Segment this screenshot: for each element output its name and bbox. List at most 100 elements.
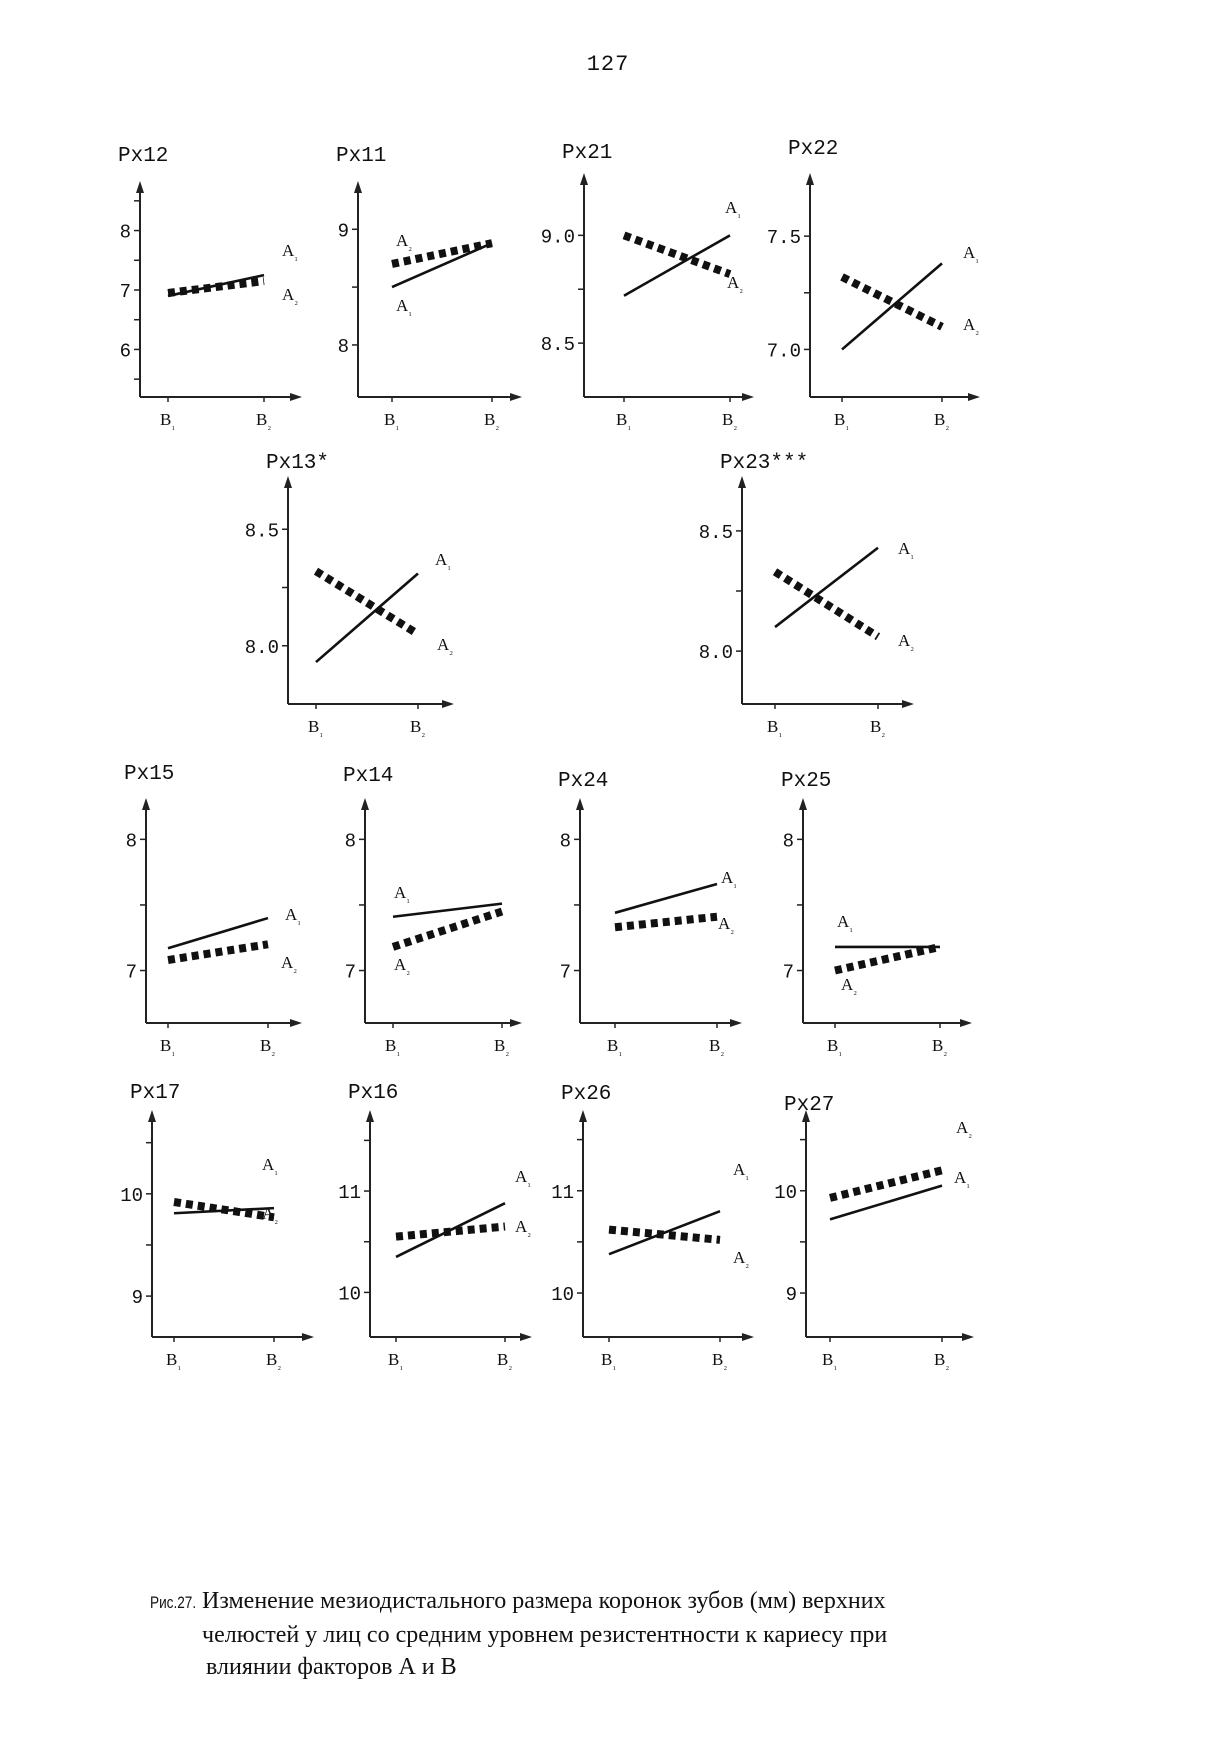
x-tick-label-2: B₂ <box>260 1036 275 1057</box>
y-tick-label: 8.5 <box>541 334 575 356</box>
chart-title: Рх17 <box>130 1082 180 1105</box>
x-tick-label-1: B₁ <box>388 1350 403 1371</box>
series-line-a1 <box>608 1209 721 1256</box>
series-line-a2 <box>167 277 265 297</box>
series-line-a2 <box>313 567 421 638</box>
series-line-a2 <box>391 907 504 951</box>
x-tick-label-2: B₂ <box>712 1350 727 1371</box>
series-label-a1: A₁ <box>733 1160 749 1181</box>
x-axis-arrow <box>302 1333 314 1341</box>
y-tick-label: 8 <box>120 222 131 244</box>
x-tick-label-1: B₁ <box>607 1036 622 1057</box>
chart-panel-рх14: Рх14 7 8 B₁ B₂ A₁ A₂ <box>343 765 522 1057</box>
series-line-a1 <box>167 916 269 950</box>
chart-title: Рх26 <box>561 1083 611 1106</box>
y-axis-arrow <box>806 173 814 185</box>
y-axis-arrow <box>361 798 369 810</box>
chart-title: Рх25 <box>781 770 831 793</box>
chart-title: Рх14 <box>343 765 393 788</box>
series-label-a1: A₁ <box>435 550 451 571</box>
chart-panel-рх21: Рх21 8.5 9.0 B₁ B₂ A₁ A₂ <box>541 142 754 431</box>
x-tick-label-2: B₂ <box>934 410 949 431</box>
chart-title: Рх27 <box>784 1094 834 1117</box>
x-axis-arrow <box>510 1019 522 1027</box>
series-line-a2 <box>614 912 718 932</box>
y-axis-arrow <box>148 1110 156 1122</box>
y-tick-label: 8 <box>126 830 137 852</box>
y-tick-label: 10 <box>338 1283 361 1305</box>
series-line-a1 <box>829 1184 943 1221</box>
y-tick-label: 7 <box>126 962 137 984</box>
y-axis-arrow <box>580 173 588 185</box>
series-label-a1: A₁ <box>515 1167 531 1188</box>
series-line-a2 <box>608 1225 721 1244</box>
figure-label: Рис.27. <box>150 1593 197 1612</box>
x-tick-label-2: B₂ <box>722 410 737 431</box>
chart-panel-рх15: Рх15 7 8 B₁ B₂ A₁ A₂ <box>124 763 302 1057</box>
y-tick-label: 8 <box>783 830 794 852</box>
y-tick-label: 8.0 <box>699 642 733 664</box>
y-tick-label: 10 <box>120 1185 143 1207</box>
x-tick-label-2: B₂ <box>870 717 885 738</box>
chart-title: Рх15 <box>124 763 174 786</box>
series-label-a1: A₁ <box>725 198 741 219</box>
series-label-a2: A₂ <box>515 1217 531 1238</box>
x-tick-label-2: B₂ <box>934 1350 949 1371</box>
y-tick-label: 6 <box>120 340 131 362</box>
y-axis-arrow <box>136 181 144 193</box>
series-label-a2: A₂ <box>727 273 743 294</box>
y-tick-label: 11 <box>551 1182 574 1204</box>
y-tick-label: 10 <box>551 1284 574 1306</box>
series-line-a2 <box>395 1222 506 1241</box>
chart-title: Рх16 <box>348 1082 398 1105</box>
x-axis-arrow <box>968 393 980 401</box>
y-axis-arrow <box>366 1110 374 1122</box>
y-tick-label: 7.5 <box>767 227 801 249</box>
x-axis-arrow <box>290 393 302 401</box>
series-line-a1 <box>623 234 731 297</box>
series-line-a1 <box>392 902 503 919</box>
series-label-a2: A₂ <box>394 955 410 976</box>
chart-title: Рх11 <box>336 145 386 168</box>
chart-title: Рх12 <box>118 145 168 168</box>
x-axis-arrow <box>742 393 754 401</box>
x-tick-label-2: B₂ <box>709 1036 724 1057</box>
y-axis-arrow <box>284 476 292 488</box>
x-tick-label-2: B₂ <box>410 717 425 738</box>
x-tick-label-2: B₂ <box>256 410 271 431</box>
x-axis-arrow <box>520 1333 532 1341</box>
series-line-a2 <box>622 231 732 278</box>
series-label-a1: A₁ <box>394 883 410 904</box>
y-tick-label: 8.5 <box>245 520 279 542</box>
chart-panel-рх23: Рх23*** 8.0 8.5 B₁ B₂ A₁ A₂ <box>699 452 915 738</box>
series-line-a2 <box>840 273 944 331</box>
series-label-a1: A₁ <box>396 296 412 317</box>
y-tick-label: 9.0 <box>541 226 575 248</box>
y-tick-label: 9 <box>786 1284 797 1306</box>
x-tick-label-2: B₂ <box>484 410 499 431</box>
figure-caption: Рис.27. Изменение мезиодистального размер… <box>150 1585 1150 1683</box>
y-tick-label: 10 <box>774 1182 797 1204</box>
series-label-a2: A₂ <box>396 231 412 252</box>
series-label-a2: A₂ <box>841 975 857 996</box>
chart-title: Рх21 <box>562 142 612 165</box>
x-tick-label-1: B₁ <box>160 1036 175 1057</box>
chart-panel-рх24: Рх24 7 8 B₁ B₂ A₁ A₂ <box>558 770 742 1057</box>
x-axis-arrow <box>902 700 914 708</box>
chart-panel-рх11: Рх11 8 9 B₁ B₂ A₁ A₂ <box>336 145 522 431</box>
series-label-a2: A₂ <box>718 914 734 935</box>
series-label-a1: A₁ <box>285 905 301 926</box>
series-label-a2: A₂ <box>956 1118 972 1139</box>
chart-panel-рх22: Рх22 7.0 7.5 B₁ B₂ A₁ A₂ <box>767 138 980 431</box>
series-label-a1: A₁ <box>721 868 737 889</box>
x-tick-label-2: B₂ <box>932 1036 947 1057</box>
chart-panel-рх25: Рх25 7 8 B₁ B₂ A₁ A₂ <box>781 770 972 1057</box>
series-line-a1 <box>774 546 879 629</box>
y-axis-arrow <box>142 798 150 810</box>
y-tick-label: 7 <box>345 962 356 984</box>
series-line-a2 <box>391 239 493 268</box>
y-tick-label: 8 <box>560 830 571 852</box>
series-label-a1: A₁ <box>262 1155 278 1176</box>
x-tick-label-1: B₁ <box>601 1350 616 1371</box>
x-axis-arrow <box>960 1019 972 1027</box>
